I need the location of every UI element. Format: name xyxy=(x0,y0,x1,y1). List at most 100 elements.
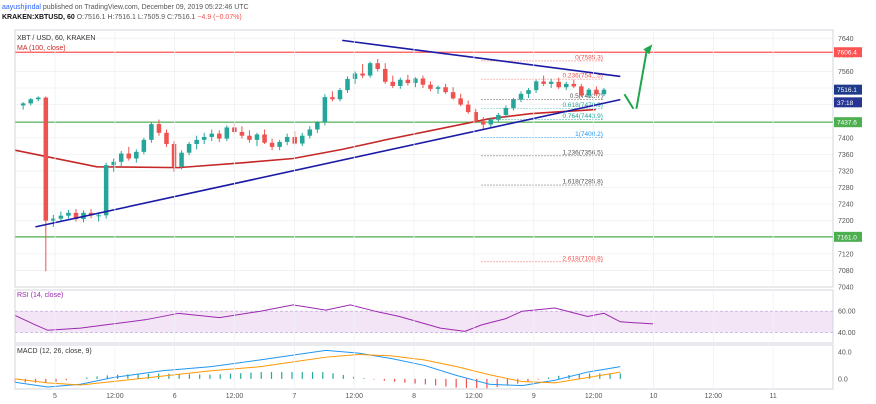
candle-body xyxy=(73,212,79,220)
publish-line: aayushjindal published on TradingView.co… xyxy=(2,4,249,11)
candle-body xyxy=(201,136,207,140)
candle-body xyxy=(563,83,569,88)
trend-line xyxy=(35,98,621,228)
candle-body xyxy=(141,139,147,152)
candle-body xyxy=(473,112,478,122)
ticker-change: −4.9 (−0.07%) xyxy=(197,14,242,21)
candle-body xyxy=(171,143,177,167)
y-tick-label: 7400 xyxy=(838,135,854,142)
candle-body xyxy=(556,81,561,88)
candle-body xyxy=(217,133,222,139)
fib-level-label: 0(7585.3) xyxy=(575,54,603,61)
pane-frame-1 xyxy=(14,289,834,344)
y-tick-label: 7320 xyxy=(838,168,854,175)
ma100-line xyxy=(14,108,596,169)
candle-body xyxy=(179,152,184,167)
y-tick-label: 7360 xyxy=(838,152,854,159)
candle-body xyxy=(126,153,132,159)
candle-body xyxy=(405,79,411,84)
x-tick-label: 9 xyxy=(532,393,536,400)
candle-body xyxy=(420,78,426,85)
x-tick-label: 11 xyxy=(770,393,777,400)
candle-body xyxy=(352,73,358,79)
y-tick-label: 7080 xyxy=(838,268,854,275)
macd-legend: MACD (12, 26, close, 9) xyxy=(17,348,92,355)
candle-body xyxy=(28,99,33,104)
x-tick-label: 12:00 xyxy=(465,393,483,400)
x-tick-label: 12:00 xyxy=(106,393,124,400)
macd-tick-label: 40.0 xyxy=(838,349,852,356)
candle-body xyxy=(36,97,41,100)
rsi-line xyxy=(14,304,654,332)
rsi-tick-label: 60.00 xyxy=(838,309,856,316)
candle-body xyxy=(533,81,539,91)
x-tick-label: 6 xyxy=(173,393,177,400)
candle-body xyxy=(111,161,116,166)
level-price-badge xyxy=(834,117,862,128)
y-tick-label: 7240 xyxy=(838,202,854,209)
candle-body xyxy=(134,151,139,159)
rsi-pane xyxy=(14,304,833,333)
candle-body xyxy=(367,63,373,76)
x-tick-label: 12:00 xyxy=(705,393,723,400)
ticker-high: H:7516.1 xyxy=(107,14,136,21)
candle-body xyxy=(96,215,101,217)
level-price-badge xyxy=(834,231,862,242)
candle-body xyxy=(450,92,456,99)
candle-body xyxy=(164,132,169,144)
candle-body xyxy=(20,103,26,106)
candle-body xyxy=(465,104,471,113)
fib-level-label: 1.618(7285.8) xyxy=(562,179,602,186)
candle-body xyxy=(526,90,531,94)
macd-tick-label: 0.0 xyxy=(838,376,848,383)
macd-pane xyxy=(14,349,621,389)
y-tick-label: 7120 xyxy=(838,251,854,258)
candle-body xyxy=(496,114,501,120)
author-link[interactable]: aayushjindal xyxy=(2,4,41,11)
candle-body xyxy=(186,143,192,153)
candle-body xyxy=(375,63,380,69)
candle-body xyxy=(330,97,335,100)
x-tick-label: 12:00 xyxy=(345,393,363,400)
candle-body xyxy=(315,122,320,130)
axes: 5 12:00 6 12:00 7 12:00 8 12:00 9 12:00 10 12:00 11 7… xyxy=(14,29,862,400)
candle-body xyxy=(435,87,441,89)
fib-level-label: 1(7400.2) xyxy=(575,131,603,138)
fib-level-label: 1.236(7356.5) xyxy=(562,149,602,156)
trend-line xyxy=(342,39,621,78)
fib-level-label: 0.5(7492.7) xyxy=(570,93,603,100)
level-price-text: 7437.6 xyxy=(837,120,857,127)
x-tick-label: 5 xyxy=(53,393,57,400)
fib-level-label: 0.764(7443.9) xyxy=(562,113,602,120)
ma-legend: MA (100, close) xyxy=(17,45,66,52)
y-tick-label: 7280 xyxy=(838,185,854,192)
candle-body xyxy=(511,99,516,108)
candle-body xyxy=(360,73,365,76)
y-tick-label: 7040 xyxy=(838,285,854,292)
candle-body xyxy=(428,84,433,89)
rsi-band xyxy=(15,311,833,333)
signal-line xyxy=(14,353,621,386)
fib-level-label: 2.618(7100.8) xyxy=(562,255,602,262)
candle-body xyxy=(224,127,230,139)
level-price-text: 7161.0 xyxy=(837,234,857,241)
candle-body xyxy=(548,81,554,84)
candle-body xyxy=(209,133,215,137)
price-pane: 0(7585.3) 0.236(7541.5) 0.5(7492.7) 0.618(7… xyxy=(14,37,833,288)
y-tick-label: 7640 xyxy=(838,36,854,43)
candle-body xyxy=(247,135,252,140)
candle-body xyxy=(299,135,305,144)
ticker-close: C:7516.1 xyxy=(167,14,196,21)
candle-body xyxy=(118,153,124,162)
candle-body xyxy=(413,78,418,84)
chart-legend-title: XBT / USD, 60, KRAKEN xyxy=(17,35,96,42)
candle-body xyxy=(458,98,463,105)
candle-body xyxy=(254,134,260,140)
candle-body xyxy=(103,165,109,216)
x-tick-label: 12:00 xyxy=(585,393,603,400)
pane-frame-0 xyxy=(14,29,834,288)
candle-body xyxy=(601,89,607,95)
level-price-badge xyxy=(834,47,862,58)
current-price-badge xyxy=(834,97,862,108)
candle-body xyxy=(262,134,267,143)
